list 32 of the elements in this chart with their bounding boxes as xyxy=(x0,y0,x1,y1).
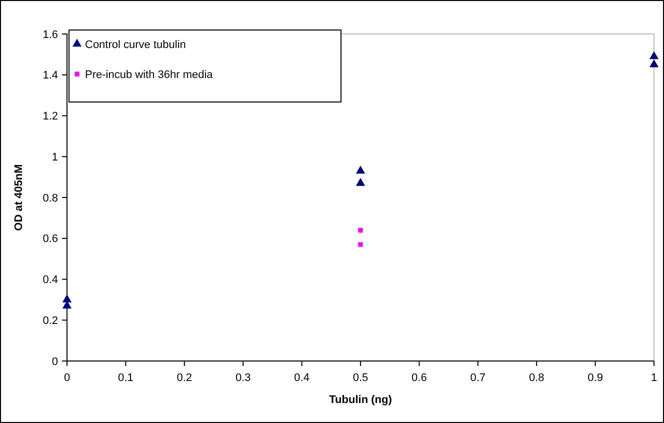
y-tick-label: 1 xyxy=(52,151,58,164)
x-tick-label: 0.1 xyxy=(118,372,134,384)
point xyxy=(62,294,72,302)
point xyxy=(356,178,366,186)
x-tick-label: 0.9 xyxy=(588,372,603,384)
y-tick-label: 0.8 xyxy=(42,192,58,204)
y-tick-label: 0.2 xyxy=(42,314,58,327)
point xyxy=(62,300,72,308)
point xyxy=(358,228,363,233)
x-tick-label: 0.6 xyxy=(412,372,427,384)
x-tick-label: 0.5 xyxy=(352,372,368,384)
y-tick-label: 1.6 xyxy=(42,28,58,41)
point xyxy=(358,242,363,247)
y-tick-label: 0 xyxy=(52,356,58,368)
point xyxy=(649,59,659,68)
x-axis-title: Tubulin (ng) xyxy=(329,394,392,406)
y-tick-label: 1.4 xyxy=(42,70,58,82)
x-tick-label: 0.8 xyxy=(528,372,544,384)
x-tick-label: 0.7 xyxy=(470,372,486,384)
y-tick-label: 0.6 xyxy=(42,233,58,246)
point xyxy=(649,51,659,60)
x-tick-label: 0 xyxy=(64,372,70,384)
y-axis-title: OD at 405nM xyxy=(13,164,25,231)
x-tick-label: 0.2 xyxy=(176,372,192,384)
legend-label: Control curve tubulin xyxy=(85,38,186,51)
y-tick-label: 0.4 xyxy=(42,274,58,286)
point xyxy=(356,166,366,174)
y-tick-label: 1.2 xyxy=(42,110,58,123)
x-tick-label: 0.3 xyxy=(235,372,251,384)
x-tick-label: 0.4 xyxy=(294,372,310,384)
x-tick-label: 1 xyxy=(650,372,658,384)
legend-label: Pre-incub with 36hr media xyxy=(85,68,214,81)
